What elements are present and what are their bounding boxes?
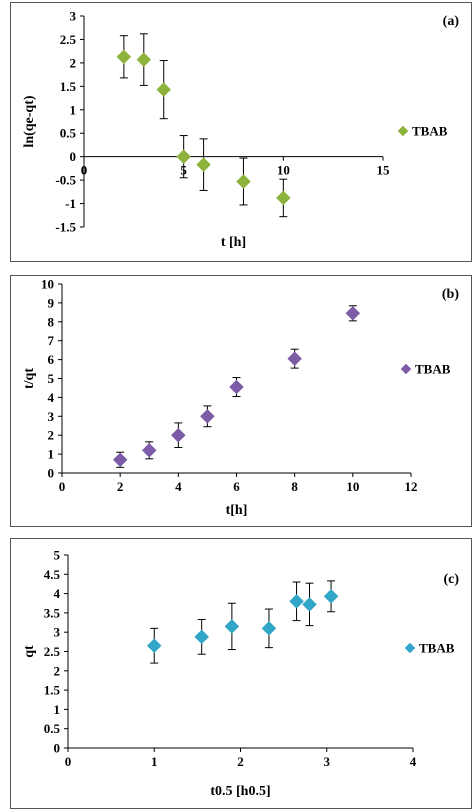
- x-tick-label: 2: [117, 479, 124, 494]
- legend-marker: [400, 363, 412, 375]
- data-point: [156, 82, 172, 97]
- y-tick-label: 2: [70, 55, 77, 70]
- data-point: [289, 593, 304, 609]
- y-tick-label: 1.5: [60, 79, 77, 94]
- y-tick-label: 0: [70, 149, 77, 164]
- y-tick-label: 0: [54, 741, 61, 756]
- legend-label: TBAB: [412, 124, 448, 139]
- x-tick-label: 4: [175, 479, 182, 494]
- chart-panel-b: 0 1 2 3 4 5 6 7 8 9 10 0 2 4 6 8 10 12 t[h] t/qt (b) TBAB: [10, 275, 472, 527]
- chart-panel-a: -1.5-1-0.500.511.522.53051015t [h]ln(qe-…: [10, 2, 472, 262]
- y-tick-label: 3: [70, 9, 77, 24]
- x-tick-label: 0: [81, 163, 88, 178]
- y-axis-title: ln(qe-qt): [22, 95, 37, 147]
- chart-a-svg: -1.5-1-0.500.511.522.53051015t [h]ln(qe-…: [22, 9, 460, 251]
- legend-label: TBAB: [419, 641, 455, 656]
- panel-label: (b): [442, 287, 459, 302]
- y-tick-label: 4: [54, 586, 61, 601]
- y-tick-label: 4.5: [44, 567, 61, 582]
- x-tick-label: 3: [324, 754, 331, 769]
- x-tick-label: 0: [65, 754, 72, 769]
- data-point: [141, 442, 157, 458]
- data-point: [136, 52, 152, 67]
- y-tick-label: 1: [70, 102, 77, 117]
- panel-label: (c): [443, 572, 459, 587]
- y-tick-label: -0.5: [55, 173, 76, 188]
- y-tick-label: 1.5: [44, 683, 61, 698]
- data-point: [176, 149, 192, 165]
- data-point: [170, 427, 186, 443]
- y-tick-label: 0: [48, 466, 55, 481]
- y-tick-label: 5: [54, 548, 61, 563]
- panel-label: (a): [443, 14, 460, 29]
- data-point: [287, 351, 303, 367]
- y-tick-label: 1: [54, 702, 61, 717]
- x-tick-label: 15: [377, 163, 391, 178]
- y-tick-label: 6: [48, 352, 55, 367]
- data-point: [194, 629, 210, 645]
- legend-label: TBAB: [415, 362, 451, 377]
- data-point: [229, 379, 244, 395]
- data-point: [261, 620, 277, 636]
- y-tick-label: 2.5: [44, 644, 61, 659]
- y-tick-label: 7: [48, 333, 55, 348]
- y-tick-label: 4: [48, 390, 55, 405]
- y-tick-label: 9: [48, 295, 55, 310]
- y-tick-label: 10: [41, 277, 54, 292]
- x-tick-label: 2: [237, 754, 244, 769]
- y-tick-label: 2: [48, 428, 55, 443]
- y-tick-label: 2.5: [60, 32, 77, 47]
- data-point: [302, 597, 317, 612]
- legend-marker: [397, 125, 409, 137]
- data-point: [200, 408, 215, 424]
- y-tick-label: 0.5: [44, 721, 61, 736]
- y-tick-label: -1: [65, 196, 76, 211]
- data-point: [345, 305, 361, 321]
- y-tick-label: 2: [54, 663, 61, 678]
- x-tick-label: 6: [233, 479, 240, 494]
- x-tick-label: 0: [59, 479, 66, 494]
- x-axis-title: t[h]: [226, 503, 248, 518]
- data-point: [116, 49, 132, 65]
- x-tick-label: 8: [291, 479, 298, 494]
- chart-panel-c: 0 0.5 1 1.5 2 2.5 3 3.5 4 4.5 5 0 1 2 3 4 t0.5 [h0.5] qt (…: [10, 538, 472, 809]
- y-tick-label: 3.5: [44, 605, 61, 620]
- data-point: [323, 588, 339, 604]
- x-tick-label: 1: [151, 754, 158, 769]
- x-axis-title: t [h]: [221, 235, 246, 250]
- x-tick-label: 10: [277, 163, 290, 178]
- data-point: [224, 619, 240, 634]
- x-axis-title: t0.5 [h0.5]: [210, 784, 270, 799]
- y-tick-label: 3: [48, 409, 55, 424]
- y-tick-label: 8: [48, 314, 55, 329]
- x-tick-label: 12: [405, 479, 418, 494]
- y-tick-label: 0.5: [60, 126, 77, 141]
- x-tick-label: 10: [346, 479, 359, 494]
- chart-c-svg: 0 0.5 1 1.5 2 2.5 3 3.5 4 4.5 5 0 1 2 3 4 t0.5 [h0.5] qt (…: [22, 548, 459, 800]
- y-tick-label: 3: [54, 625, 61, 640]
- data-point: [196, 157, 211, 172]
- data-point: [146, 638, 162, 654]
- y-axis-title: qt: [22, 645, 37, 658]
- data-point: [275, 190, 291, 206]
- y-axis-title: t/qt: [22, 368, 37, 389]
- x-tick-label: 4: [410, 754, 417, 769]
- y-tick-label: 1: [48, 447, 55, 462]
- y-tick-label: 5: [48, 371, 55, 386]
- legend-marker: [404, 642, 416, 654]
- data-point: [236, 174, 251, 189]
- y-tick-label: -1.5: [55, 220, 76, 235]
- data-point: [112, 452, 128, 468]
